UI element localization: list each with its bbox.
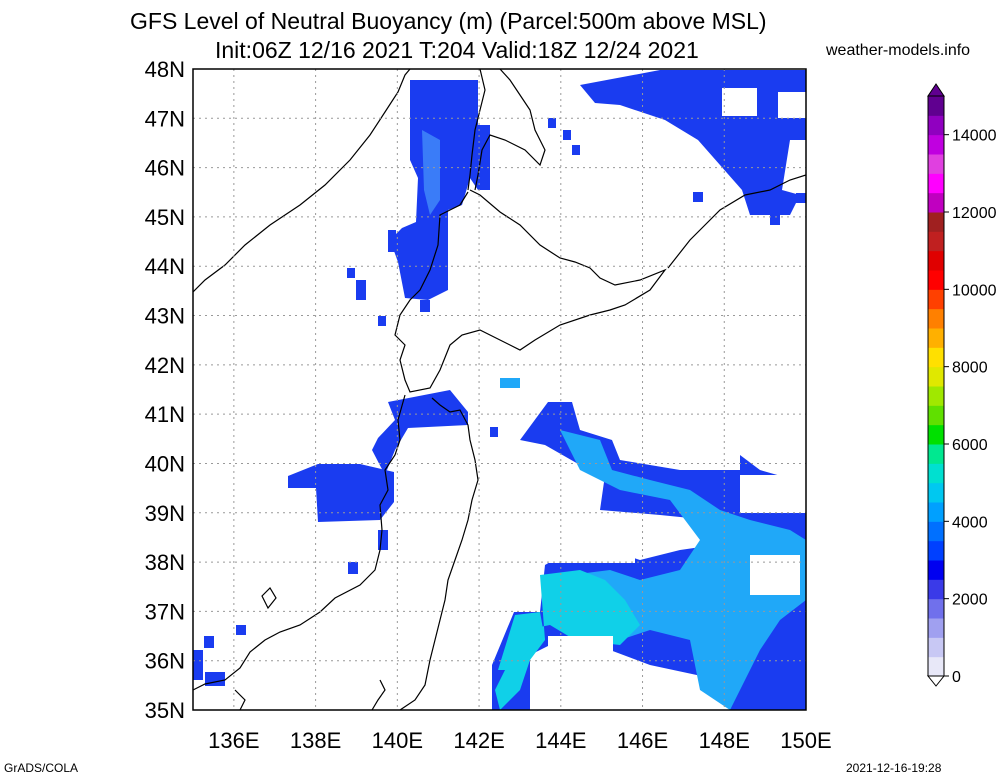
lat-tick-label: 40N <box>145 451 185 476</box>
shade-region-tsugaru <box>372 390 468 475</box>
colorbar-segment <box>928 637 944 658</box>
lat-tick-labels: 35N 36N 37N 38N 39N 40N 41N 42N 43N 44N 45N 46N 47N 4… <box>145 57 185 723</box>
colorbar-segment <box>928 134 944 155</box>
colorbar-label: 2000 <box>952 592 988 609</box>
lat-tick-label: 48N <box>145 57 185 82</box>
coast-noto <box>234 689 246 710</box>
colorbar-label: 12000 <box>952 205 997 222</box>
colorbar-segment <box>928 502 944 522</box>
colorbar-segment <box>928 386 944 406</box>
colorbar-segment <box>928 289 944 310</box>
colorbar-segment <box>928 618 944 638</box>
lon-tick-label: 140E <box>372 728 423 753</box>
lon-tick-label: 148E <box>699 728 750 753</box>
lon-tick-labels: 136E 138E 140E 142E 144E 146E 148E 150E <box>208 728 832 753</box>
lat-tick-label: 43N <box>145 304 185 329</box>
colorbar-frame <box>927 95 945 677</box>
colorbar-segment <box>928 173 944 194</box>
lat-tick-label: 46N <box>145 156 185 181</box>
colorbar-labels: 0 2000 4000 6000 8000 10000 12000 14000 <box>952 128 997 686</box>
colorbar-segment <box>928 212 944 232</box>
map-subtitle: Init:06Z 12/16 2021 T:204 Valid:18Z 12/2… <box>215 37 699 63</box>
colorbar-segment <box>928 540 944 561</box>
colorbar-segment <box>928 482 944 503</box>
lat-tick-label: 47N <box>145 106 185 131</box>
colorbar-segment <box>928 154 944 174</box>
shade-region-pacific-light <box>560 430 806 710</box>
lat-tick-label: 35N <box>145 698 185 723</box>
lon-tick-label: 146E <box>617 728 668 753</box>
coast-sado-island <box>261 587 277 610</box>
colorbar-segment <box>928 405 944 426</box>
colorbar-segment <box>928 366 944 387</box>
colorbar-label: 10000 <box>952 282 997 299</box>
coast-sakhalin-west <box>467 69 486 191</box>
shade-region-cyan <box>495 570 640 710</box>
lat-tick-label: 36N <box>145 649 185 674</box>
lat-tick-label: 45N <box>145 205 185 230</box>
colorbar-segment <box>928 521 944 542</box>
colorbar-segment <box>928 424 944 445</box>
colorbar-label: 6000 <box>952 437 988 454</box>
colorbar-segment <box>928 560 944 580</box>
coast-kurils <box>667 174 806 269</box>
lon-tick-label: 150E <box>780 728 831 753</box>
colorbar-segment <box>928 444 944 464</box>
colorbar-label: 8000 <box>952 360 988 377</box>
colorbar-segment <box>928 231 944 252</box>
lon-tick-label: 138E <box>290 728 341 753</box>
gridlines <box>193 69 807 710</box>
coast-honshu-north <box>193 394 406 691</box>
coast-honshu-east <box>399 397 479 710</box>
colorbar-segment <box>928 328 944 348</box>
colorbar-segment <box>928 463 944 484</box>
footer-credit: GrADS/COLA <box>4 761 79 775</box>
shade-region-cyan-2 <box>498 612 545 670</box>
colorbar-segment <box>928 308 944 329</box>
map-title: GFS Level of Neutral Buoyancy (m) (Parce… <box>130 8 767 34</box>
footer-timestamp: 2021-12-16-19:28 <box>846 761 942 775</box>
lat-tick-label: 42N <box>145 353 185 378</box>
colorbar <box>926 83 949 687</box>
colorbar-segment <box>928 656 944 677</box>
lon-tick-label: 144E <box>535 728 586 753</box>
colorbar-label: 14000 <box>952 128 997 145</box>
colorbar-segment <box>928 347 944 368</box>
colorbar-min-triangle <box>926 675 946 687</box>
lat-tick-label: 41N <box>145 402 185 427</box>
colorbar-segment <box>928 579 944 600</box>
colorbar-segment <box>928 598 944 619</box>
colorbar-segment <box>928 250 944 271</box>
shade-region-north-inner <box>422 130 440 215</box>
lat-tick-label: 39N <box>145 501 185 526</box>
colorbar-label: 4000 <box>952 514 988 531</box>
coast-asia-mainland <box>193 69 411 293</box>
colorbar-max-triangle <box>927 83 945 97</box>
map-frame <box>192 68 807 711</box>
coast-sakhalin-east <box>474 69 546 191</box>
coast-izu <box>371 679 386 710</box>
lat-tick-label: 37N <box>145 599 185 624</box>
colorbar-segment <box>928 96 944 116</box>
colorbar-segment <box>928 115 944 136</box>
buoyancy-shading <box>193 70 806 710</box>
lon-tick-label: 136E <box>208 728 259 753</box>
coast-hokkaido <box>394 189 667 393</box>
site-label: weather-models.info <box>826 42 971 59</box>
colorbar-segment <box>928 192 944 213</box>
shade-region-west <box>288 464 394 522</box>
lon-tick-label: 142E <box>453 728 504 753</box>
coastlines <box>193 69 806 710</box>
colorbar-segment <box>928 270 944 290</box>
colorbar-label: 0 <box>952 669 961 686</box>
lat-tick-label: 44N <box>145 254 185 279</box>
lat-tick-label: 38N <box>145 550 185 575</box>
